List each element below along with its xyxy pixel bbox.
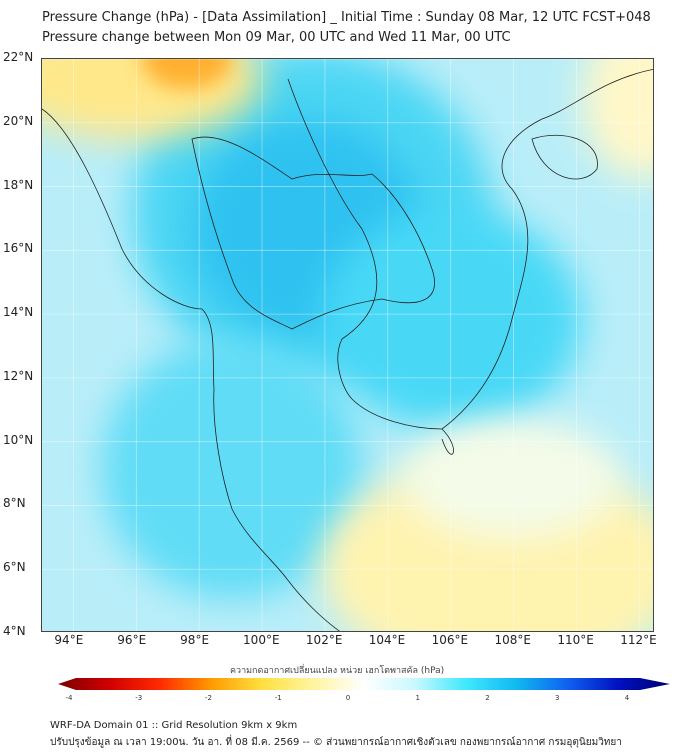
lat-label: 6°N — [3, 560, 26, 575]
footer-credit: ปรับปรุงข้อมูล ณ เวลา 19:00น. วัน อา. ที… — [50, 737, 622, 748]
colorbar-label: ความกดอากาศเปลี่ยนแปลง หน่วย เฮกโตพาสคัล… — [230, 666, 445, 676]
colorbar-tick-label: 0 — [345, 694, 351, 702]
colorbar-tick-label: 1 — [415, 694, 420, 702]
lat-label: 22°N — [3, 50, 34, 64]
colorbar — [58, 678, 670, 690]
lat-label: 4°N — [3, 624, 26, 638]
lon-label: 104°E — [368, 633, 406, 647]
lon-label: 96°E — [117, 633, 147, 647]
lon-label: 106°E — [431, 633, 469, 647]
lat-label: 18°N — [3, 177, 34, 192]
coastline-hainan — [531, 134, 598, 180]
colorbar-ramp — [58, 678, 670, 690]
lon-label: 112°E — [620, 633, 657, 647]
lat-label: 20°N — [3, 113, 34, 128]
colorbar-tick-label: 3 — [555, 694, 560, 702]
lon-label: 108°E — [494, 633, 532, 647]
colorbar-tick-label: -1 — [274, 694, 282, 702]
lon-label: 98°E — [180, 633, 210, 647]
map-overlay — [42, 59, 653, 631]
lat-label: 16°N — [3, 241, 34, 256]
lon-label: 94°E — [54, 633, 84, 647]
lat-label: 12°N — [3, 368, 34, 383]
colorbar-tick-label: -3 — [135, 694, 143, 702]
field-shading — [102, 339, 362, 599]
field-shading — [322, 209, 582, 429]
colorbar-tick-label: 4 — [624, 694, 630, 702]
map-subtitle: Pressure change between Mon 09 Mar, 00 U… — [42, 30, 511, 45]
footer-model-info: WRF-DA Domain 01 :: Grid Resolution 9km … — [50, 720, 298, 731]
lat-label: 14°N — [3, 305, 34, 320]
coastline-indochina — [42, 69, 653, 631]
lat-label: 10°N — [3, 432, 34, 447]
map-title: Pressure Change (hPa) - [Data Assimilati… — [42, 10, 651, 25]
lon-label: 102°E — [305, 633, 343, 647]
border-thailand — [191, 136, 435, 330]
graticule — [42, 59, 653, 631]
coastlines-borders — [42, 69, 653, 631]
lon-label: 110°E — [557, 633, 594, 647]
colorbar-tick-label: 2 — [485, 694, 490, 702]
lat-label: 8°N — [3, 496, 26, 511]
colorbar-tick-label: -4 — [65, 694, 73, 702]
pressure-change-map — [41, 58, 654, 632]
lon-label: 100°E — [243, 633, 280, 647]
colorbar-tick-label: -2 — [205, 694, 212, 702]
field-shading — [402, 419, 622, 539]
